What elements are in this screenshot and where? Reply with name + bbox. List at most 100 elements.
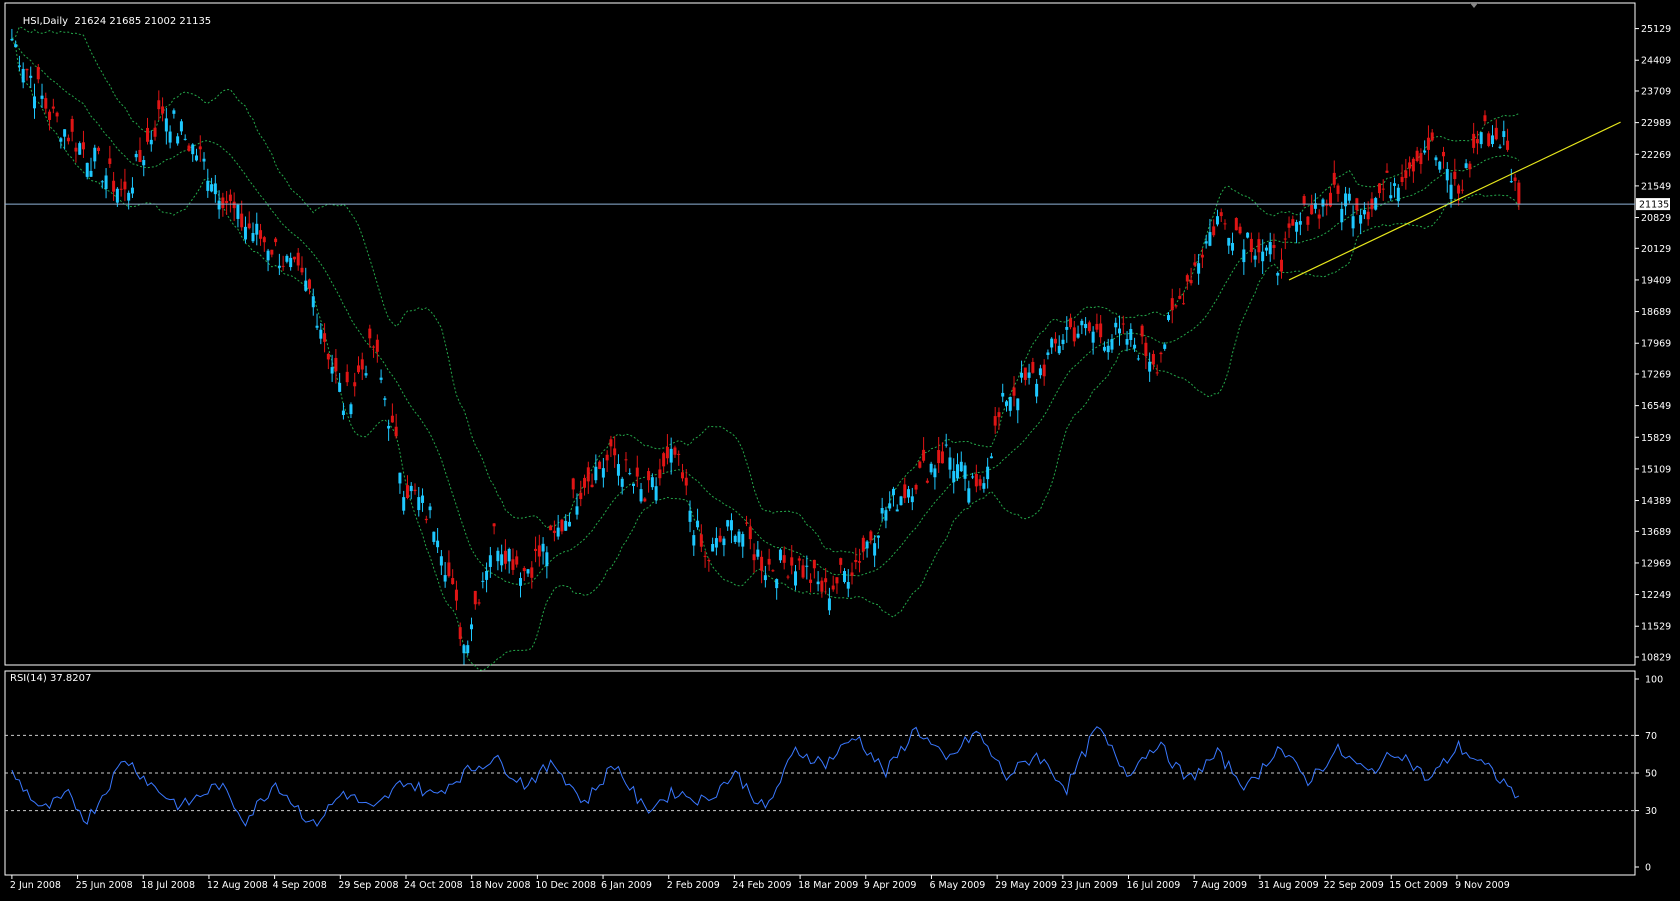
candle-body xyxy=(1490,135,1494,145)
candle-body xyxy=(1170,298,1174,311)
price-tick-label: 15829 xyxy=(1641,433,1671,444)
candle-body xyxy=(36,66,40,80)
candle-body xyxy=(319,329,323,339)
candle-body xyxy=(782,555,786,563)
x-tick-label: 31 Aug 2009 xyxy=(1258,880,1319,891)
candle-body xyxy=(1502,131,1506,137)
candle-body xyxy=(869,531,873,541)
candle-body xyxy=(1080,320,1084,326)
candle-body xyxy=(699,534,703,547)
candle-body xyxy=(865,541,869,549)
candle-body xyxy=(466,645,470,654)
candle-body xyxy=(673,447,677,455)
candle-body xyxy=(202,158,206,162)
x-tick-label: 4 Sep 2008 xyxy=(273,880,327,891)
candle-body xyxy=(353,382,357,387)
candle-body xyxy=(270,249,274,255)
candle-body xyxy=(206,180,210,191)
price-tick-label: 20129 xyxy=(1641,244,1671,255)
rsi-tick-label: 30 xyxy=(1645,806,1657,817)
candle-body xyxy=(745,522,749,524)
x-tick-label: 22 Sep 2009 xyxy=(1324,880,1384,891)
rsi-line xyxy=(11,726,1520,827)
candle-body xyxy=(259,230,263,239)
candle-body xyxy=(176,136,180,144)
candle-body xyxy=(1012,387,1016,396)
candle-body xyxy=(119,188,123,190)
candle-body xyxy=(1302,196,1306,204)
candle-body xyxy=(262,237,266,243)
candle-body xyxy=(778,549,782,561)
candle-body xyxy=(59,138,63,142)
candle-body xyxy=(473,590,477,605)
candle-body xyxy=(492,523,496,527)
price-tick-label: 18689 xyxy=(1641,307,1671,318)
candle-body xyxy=(1035,383,1039,397)
candle-body xyxy=(63,129,67,137)
candle-body xyxy=(1193,262,1197,266)
candle-body xyxy=(1272,245,1276,248)
candle-body xyxy=(1517,182,1521,205)
price-tick-label: 22269 xyxy=(1641,150,1671,161)
candle-body xyxy=(1408,162,1412,169)
candle-body xyxy=(616,464,620,476)
candle-body xyxy=(14,44,18,48)
candle-body xyxy=(775,579,779,589)
candle-body xyxy=(635,467,639,477)
candle-body xyxy=(895,509,899,512)
candle-body xyxy=(575,506,579,515)
candle-body xyxy=(1242,249,1246,263)
candle-body xyxy=(134,154,138,158)
candle-body xyxy=(933,468,937,478)
candle-body xyxy=(500,554,504,566)
candle-body xyxy=(760,556,764,571)
candle-body xyxy=(277,265,281,268)
candle-body xyxy=(228,194,232,201)
x-tick-label: 9 Nov 2009 xyxy=(1455,880,1510,891)
candle-body xyxy=(669,448,673,463)
shift-marker-icon[interactable] xyxy=(1470,3,1478,8)
candle-body xyxy=(1442,151,1446,157)
rsi-panel-frame xyxy=(4,670,1636,876)
candle-body xyxy=(217,200,221,210)
candle-body xyxy=(929,463,933,473)
candle-body xyxy=(748,526,752,540)
candle-body xyxy=(647,471,651,481)
x-tick-label: 7 Aug 2009 xyxy=(1192,880,1247,891)
candle-body xyxy=(873,543,877,556)
candle-body xyxy=(1249,238,1253,253)
candle-body xyxy=(564,520,568,531)
candle-body xyxy=(963,465,967,479)
candle-body xyxy=(910,496,914,503)
candle-body xyxy=(541,543,545,552)
candle-body xyxy=(1336,185,1340,194)
candle-body xyxy=(232,201,236,209)
price-tick-label: 17969 xyxy=(1641,339,1671,350)
candle-body xyxy=(247,223,251,229)
candle-body xyxy=(221,197,225,209)
candle-body xyxy=(1121,323,1125,325)
price-tick-label: 22989 xyxy=(1641,118,1671,129)
candle-body xyxy=(598,461,602,469)
candle-body xyxy=(1016,398,1020,411)
candle-body xyxy=(884,510,888,521)
price-tick-label: 19409 xyxy=(1641,275,1671,286)
rsi-tick-label: 0 xyxy=(1645,863,1651,874)
candle-body xyxy=(1046,352,1050,355)
trendline[interactable] xyxy=(1288,121,1621,281)
candle-body xyxy=(711,543,715,552)
candle-body xyxy=(1234,218,1238,231)
candle-body xyxy=(413,489,417,492)
x-tick-label: 25 Jun 2008 xyxy=(76,880,133,891)
candle-body xyxy=(959,461,963,472)
x-tick-label: 2 Feb 2009 xyxy=(667,880,720,891)
candle-body xyxy=(831,585,835,590)
candle-body xyxy=(714,538,718,548)
candle-body xyxy=(1438,161,1442,170)
candle-body xyxy=(1381,188,1385,190)
candle-body xyxy=(1023,367,1027,380)
candle-body xyxy=(571,478,575,490)
candle-body xyxy=(32,96,36,109)
